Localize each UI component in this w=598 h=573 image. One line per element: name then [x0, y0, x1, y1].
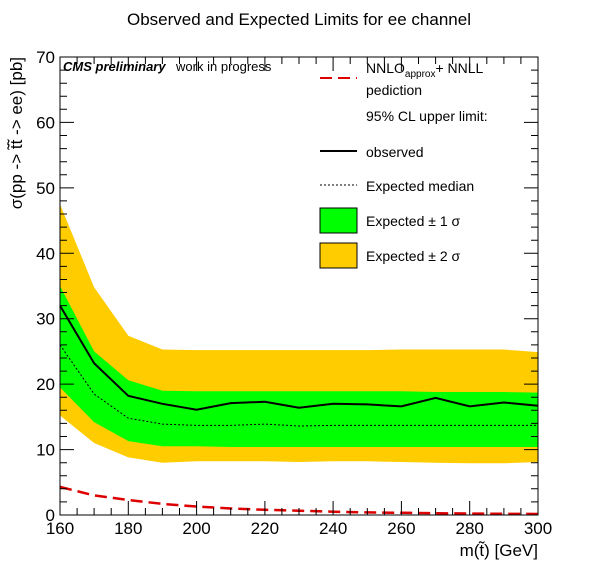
series-line-observed	[59, 305, 539, 411]
legend-nnlo-line2: pediction	[366, 82, 422, 98]
y-tick-label: 60	[36, 113, 55, 132]
legend-two-sigma-label: Expected ± 2 σ	[366, 248, 461, 264]
axis-ticks	[59, 56, 539, 516]
x-tick-label: 240	[319, 519, 347, 538]
legend: NNLOapprox+ NNLL pediction 95% CL upper …	[319, 60, 488, 269]
x-axis-label: m(t̃) [GeV]	[460, 541, 538, 560]
series-line-expected-median	[59, 344, 538, 427]
legend-one-sigma-label: Expected ± 1 σ	[366, 213, 461, 229]
legend-two-sigma-swatch	[319, 242, 358, 269]
y-tick-label: 70	[36, 48, 55, 67]
y-tick-label: 0	[46, 506, 55, 525]
y-tick-label: 50	[36, 179, 55, 198]
chart-title: Observed and Expected Limits for ee chan…	[127, 10, 471, 29]
x-tick-label: 260	[387, 519, 415, 538]
legend-median-label: Expected median	[366, 178, 474, 194]
y-tick-label: 30	[36, 310, 55, 329]
cms-preliminary-text: CMS preliminary	[63, 59, 166, 74]
cms-annotation: CMS preliminary work in progress	[63, 58, 272, 75]
tick-labels-layer: 160 180 200 220 240 260 280 300 0 10 20 30 40 50 60 70	[36, 48, 552, 538]
bands-layer	[60, 204, 538, 464]
legend-header: 95% CL upper limit:	[366, 108, 488, 124]
legend-nnlo-label: NNLOapprox+ NNLL	[366, 60, 484, 80]
x-tick-label: 180	[114, 519, 142, 538]
ticks-layer	[59, 56, 539, 516]
x-tick-label: 300	[524, 519, 552, 538]
y-axis-label: σ(pp -> t̃t̃ -> ee) [pb]	[7, 57, 26, 209]
legend-observed-label: observed	[366, 144, 424, 160]
legend-nnlo-main: NNLO	[366, 60, 405, 76]
x-tick-label: 200	[182, 519, 210, 538]
x-tick-label: 220	[251, 519, 279, 538]
x-tick-label: 160	[46, 519, 74, 538]
legend-nnlo-sub: approx	[405, 69, 436, 80]
y-tick-label: 10	[36, 441, 55, 460]
y-tick-label: 40	[36, 244, 55, 263]
x-tick-label: 280	[456, 519, 484, 538]
work-in-progress-text: work in progress	[175, 59, 272, 74]
legend-nnlo-rest: + NNLL	[435, 60, 483, 76]
y-tick-label: 20	[36, 375, 55, 394]
legend-one-sigma-swatch	[319, 207, 358, 234]
